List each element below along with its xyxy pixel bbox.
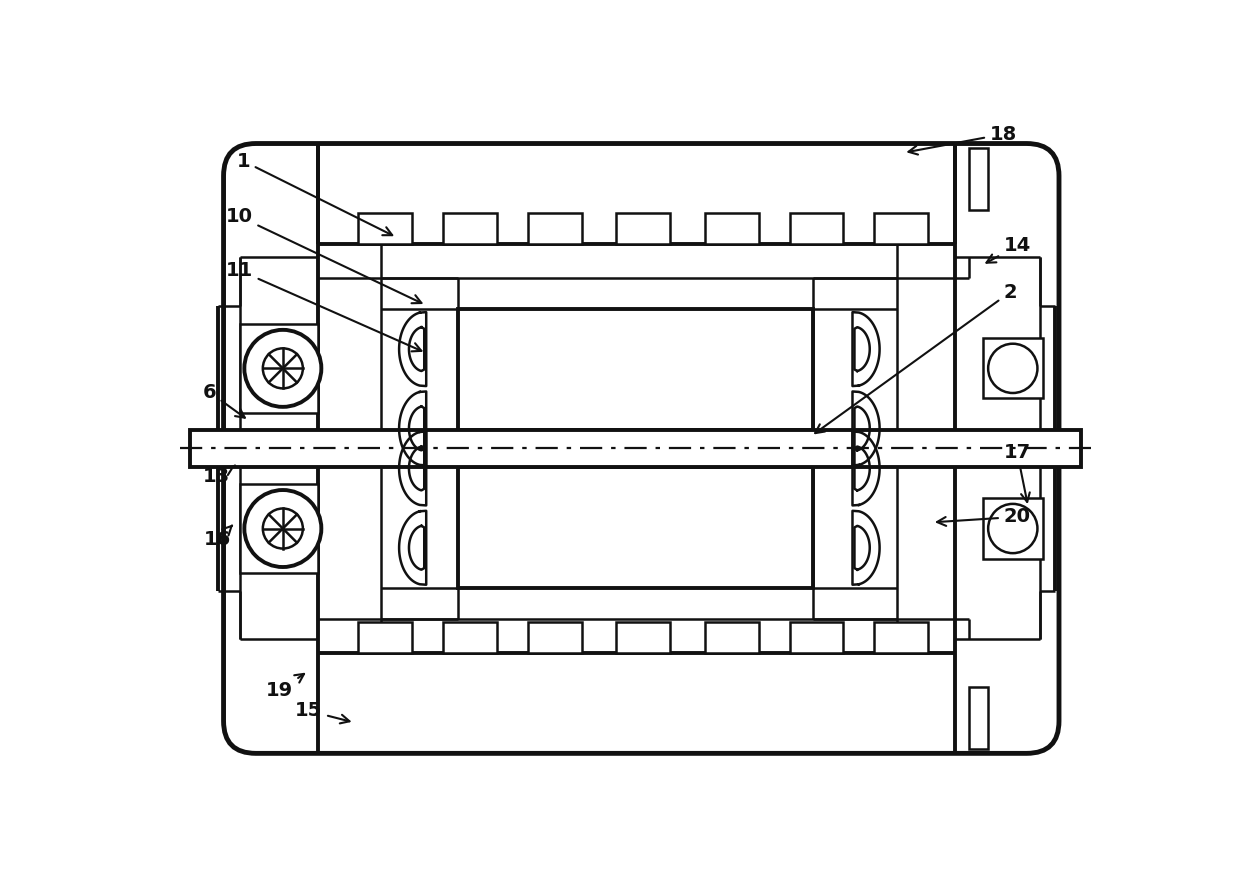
- Bar: [443, 213, 497, 243]
- Circle shape: [244, 329, 321, 407]
- Text: 13: 13: [203, 465, 236, 487]
- Bar: [528, 213, 582, 243]
- Bar: [459, 467, 812, 588]
- Text: 14: 14: [987, 236, 1030, 263]
- Bar: [790, 622, 843, 654]
- Circle shape: [263, 348, 303, 388]
- Text: 18: 18: [909, 124, 1017, 155]
- FancyBboxPatch shape: [223, 144, 1059, 753]
- Bar: [616, 213, 670, 243]
- Bar: [704, 213, 759, 243]
- Text: 16: 16: [205, 526, 232, 550]
- Bar: [983, 338, 1043, 399]
- Bar: [790, 213, 843, 243]
- Bar: [241, 484, 319, 573]
- Text: 2: 2: [815, 282, 1017, 433]
- Bar: [704, 622, 759, 654]
- Text: 11: 11: [226, 261, 422, 352]
- Circle shape: [244, 490, 321, 567]
- Text: 19: 19: [265, 674, 304, 701]
- Circle shape: [988, 503, 1038, 553]
- Bar: [874, 213, 928, 243]
- Bar: [443, 622, 497, 654]
- Bar: [358, 213, 412, 243]
- Text: 1: 1: [237, 152, 392, 235]
- Text: 17: 17: [1003, 443, 1030, 502]
- Text: 6: 6: [203, 383, 244, 417]
- Bar: [616, 622, 670, 654]
- Bar: [968, 687, 988, 749]
- Bar: [191, 430, 1080, 467]
- Bar: [459, 309, 812, 430]
- Bar: [968, 148, 988, 210]
- Text: 20: 20: [937, 507, 1030, 527]
- Bar: [983, 498, 1043, 559]
- Text: 10: 10: [226, 207, 422, 303]
- Text: 15: 15: [295, 702, 350, 724]
- Bar: [874, 622, 928, 654]
- Circle shape: [263, 509, 303, 549]
- Bar: [528, 622, 582, 654]
- Bar: [241, 324, 319, 413]
- Circle shape: [988, 344, 1038, 393]
- Bar: [358, 622, 412, 654]
